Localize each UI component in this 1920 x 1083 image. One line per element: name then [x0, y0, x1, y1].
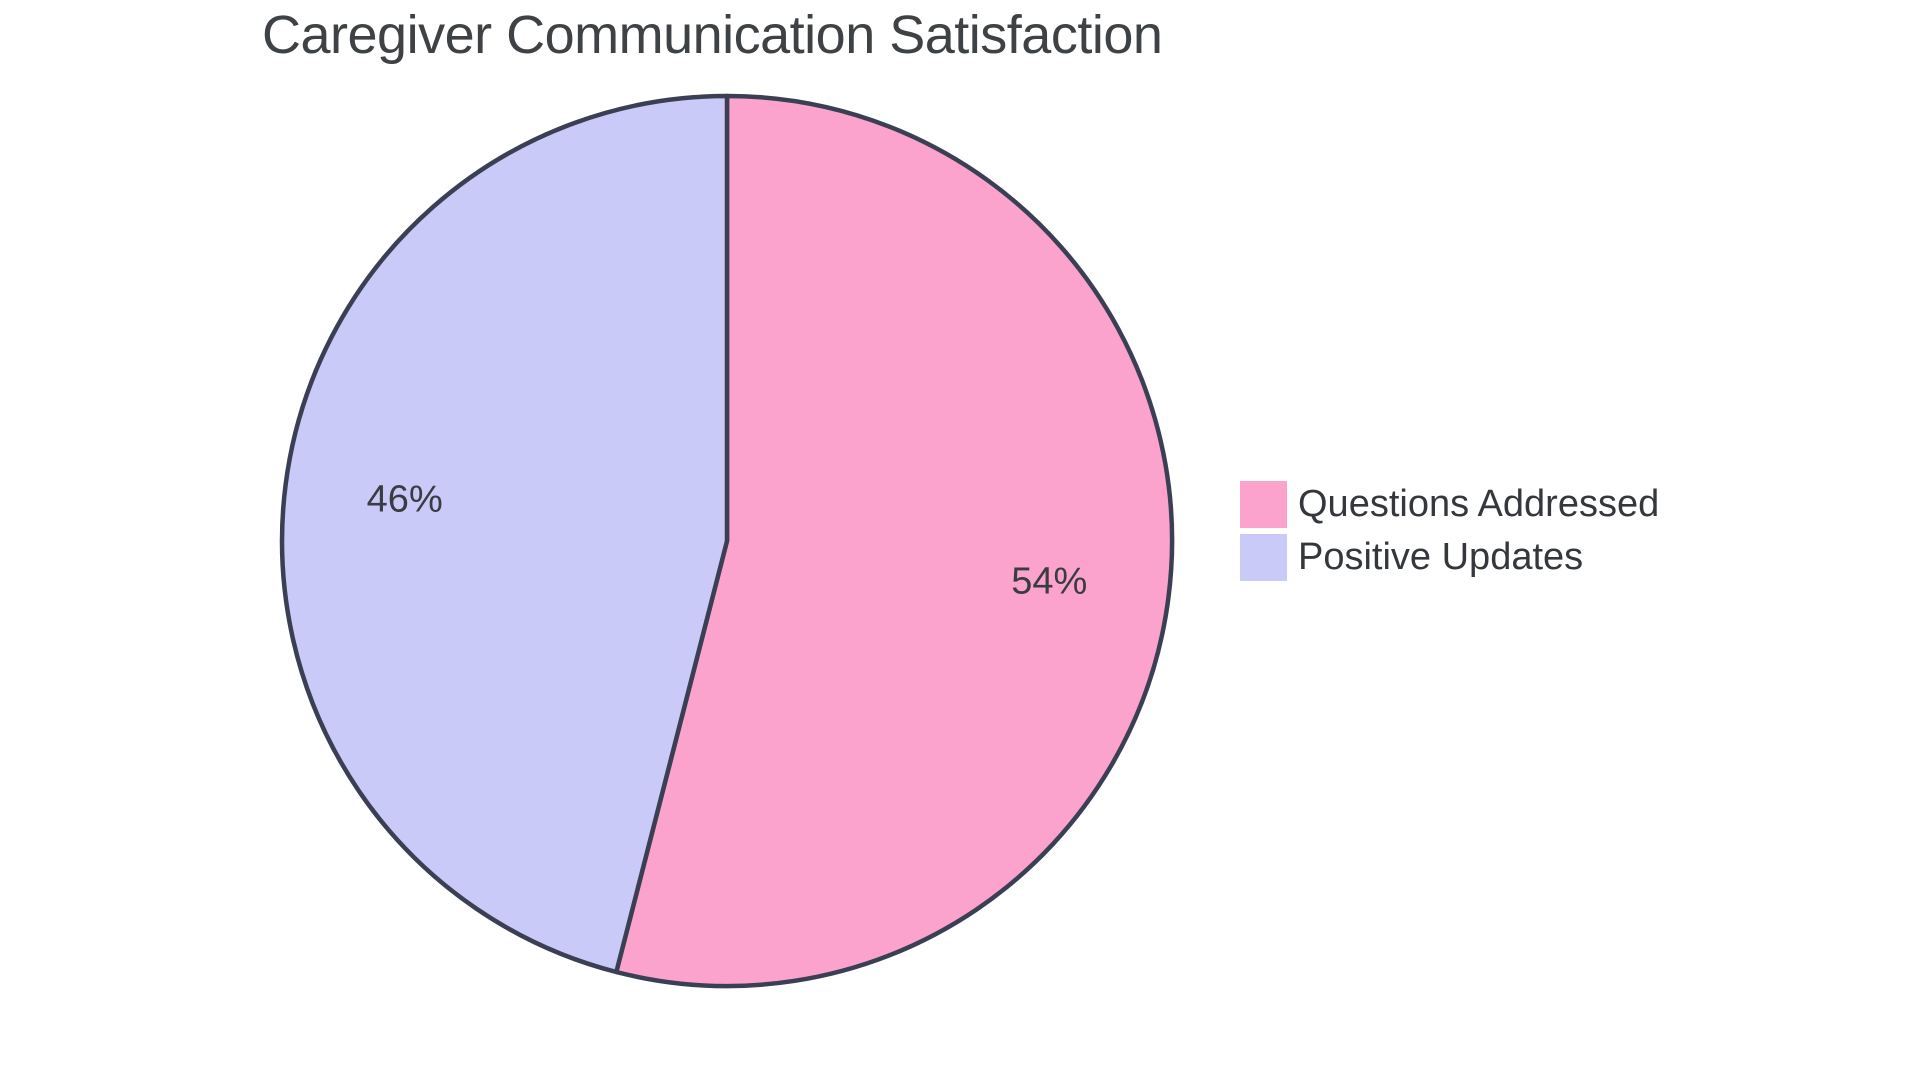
legend-item-positive-updates[interactable]: Positive Updates — [1240, 534, 1659, 581]
legend-swatch-positive-updates — [1240, 534, 1287, 581]
legend-item-questions-addressed[interactable]: Questions Addressed — [1240, 481, 1659, 528]
legend-label-questions-addressed: Questions Addressed — [1298, 483, 1660, 525]
legend: Questions Addressed Positive Updates — [1240, 481, 1659, 581]
pie-slice-questions-addressed[interactable] — [614, 93, 1175, 989]
chart-title: Caregiver Communication Satisfaction — [262, 5, 1163, 65]
legend-label-positive-updates: Positive Updates — [1298, 536, 1584, 578]
pie-slice-positive-updates[interactable] — [279, 93, 730, 975]
legend-swatch-questions-addressed — [1240, 481, 1287, 528]
